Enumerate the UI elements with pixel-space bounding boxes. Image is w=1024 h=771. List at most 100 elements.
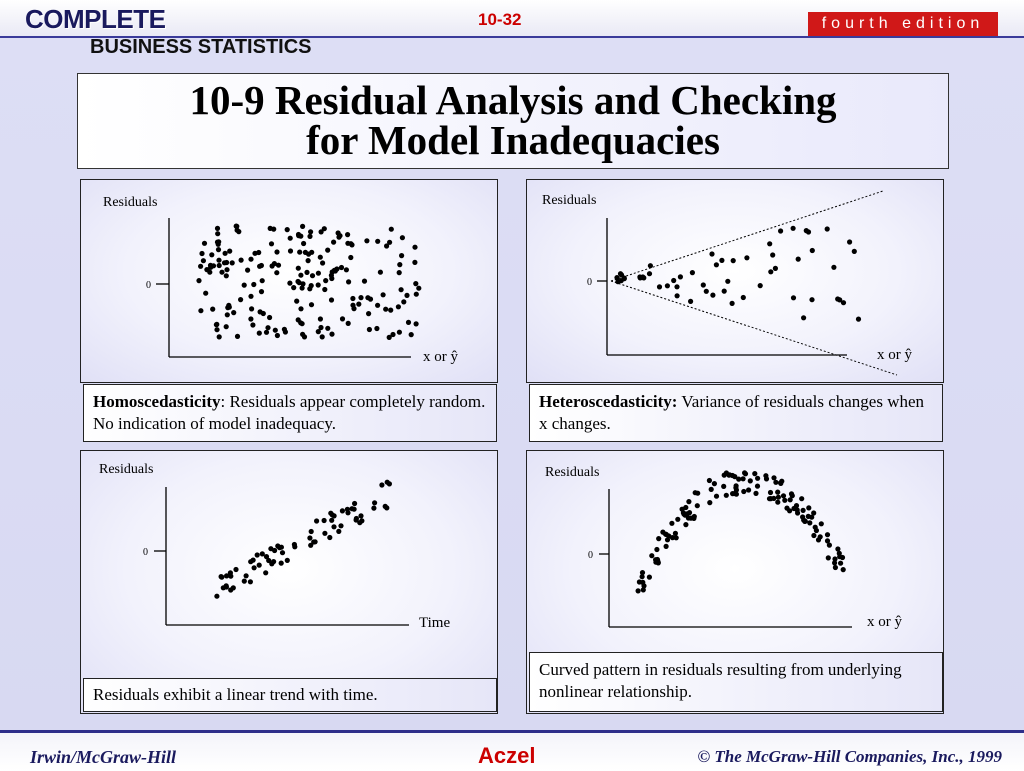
residual-point: [321, 226, 327, 232]
y-axis-label: Residuals: [542, 193, 596, 208]
residual-point: [405, 319, 412, 325]
residual-point: [223, 584, 229, 590]
residual-point: [779, 478, 785, 484]
residual-point: [350, 302, 356, 308]
residual-point: [639, 574, 645, 580]
residual-point: [298, 272, 304, 278]
residual-point: [250, 322, 256, 328]
residual-point: [227, 570, 233, 576]
residual-point: [314, 518, 320, 524]
residual-point: [238, 297, 244, 303]
residual-point: [339, 316, 346, 322]
residual-point: [268, 241, 275, 247]
residual-point: [780, 493, 787, 499]
residual-point: [412, 244, 418, 250]
residual-point: [366, 311, 372, 317]
residual-point: [784, 505, 790, 511]
residual-point: [331, 524, 337, 530]
residual-point: [328, 297, 335, 303]
residual-point: [386, 334, 392, 340]
residual-point: [832, 556, 838, 562]
residual-point: [243, 573, 249, 579]
residual-point: [818, 521, 824, 527]
residual-point: [713, 262, 719, 268]
residual-point: [298, 320, 304, 326]
residual-point: [711, 481, 717, 487]
residual-point: [307, 535, 313, 541]
residual-point: [345, 320, 351, 326]
residual-point: [266, 557, 272, 564]
residual-point: [669, 520, 675, 526]
residual-point: [640, 587, 646, 593]
residual-point: [396, 270, 402, 276]
residual-point: [647, 263, 653, 269]
residual-point: [256, 562, 262, 568]
residual-point: [708, 486, 714, 492]
residual-point: [201, 240, 208, 246]
residual-point: [278, 560, 284, 566]
slide-title-line2: for Model Inadequacies: [306, 117, 720, 163]
book-logo-title: COMPLETE: [25, 4, 166, 34]
residual-point: [226, 302, 232, 308]
residual-point: [802, 518, 808, 524]
residual-point: [809, 297, 815, 303]
residual-point: [364, 238, 370, 244]
residual-point: [284, 557, 290, 563]
residual-point: [835, 296, 841, 302]
residual-point: [398, 287, 404, 293]
residual-point: [366, 326, 372, 333]
residual-point: [359, 518, 365, 524]
zero-tick-label: 0: [588, 550, 593, 561]
residual-point: [733, 483, 739, 489]
residual-point: [840, 300, 847, 306]
residual-point: [271, 226, 277, 232]
residual-point: [767, 241, 773, 247]
residual-point: [723, 492, 729, 498]
residual-point: [196, 278, 202, 284]
residual-point: [291, 285, 297, 291]
residual-point: [216, 262, 222, 269]
residual-point: [241, 578, 247, 584]
residual-point: [229, 260, 235, 266]
caption-term: Homoscedasticity: [93, 392, 221, 411]
heteroscedasticity-panel: Residuals 0 x or ŷ: [526, 179, 944, 383]
residual-point: [639, 570, 646, 576]
residual-point: [199, 250, 205, 257]
residual-point: [215, 247, 222, 253]
residual-point: [824, 532, 831, 538]
residual-point: [207, 262, 214, 268]
residual-point: [669, 535, 676, 541]
residual-point: [272, 327, 278, 333]
residual-point: [788, 491, 795, 497]
time-trend-plot: Residuals 0 Time: [99, 462, 450, 631]
residual-point: [729, 300, 735, 306]
residual-point: [295, 265, 301, 271]
residual-point: [320, 260, 326, 266]
residual-point: [839, 554, 846, 561]
residual-point: [233, 566, 239, 573]
residual-point: [317, 316, 323, 322]
residual-point: [635, 588, 641, 594]
residual-point: [654, 546, 660, 553]
residual-point: [688, 298, 694, 304]
residual-point: [271, 261, 277, 267]
residual-point: [384, 505, 390, 511]
residual-point: [254, 552, 260, 558]
residual-point: [807, 520, 813, 526]
residual-point: [742, 470, 748, 476]
residual-point: [231, 310, 237, 316]
x-axis-label: x or ŷ: [423, 349, 458, 365]
residual-point: [311, 539, 317, 545]
residual-point: [390, 331, 396, 338]
homoscedasticity-plot: Residuals 0 x or ŷ: [103, 195, 458, 365]
residual-point: [315, 270, 321, 276]
residual-point: [824, 226, 830, 232]
residual-point: [673, 535, 679, 541]
zero-tick-label: 0: [143, 547, 148, 558]
residual-point: [773, 479, 779, 485]
residual-point: [838, 560, 844, 566]
residual-points: [196, 223, 422, 340]
residual-point: [309, 273, 316, 279]
residual-point: [306, 251, 312, 257]
residual-point: [238, 257, 244, 263]
